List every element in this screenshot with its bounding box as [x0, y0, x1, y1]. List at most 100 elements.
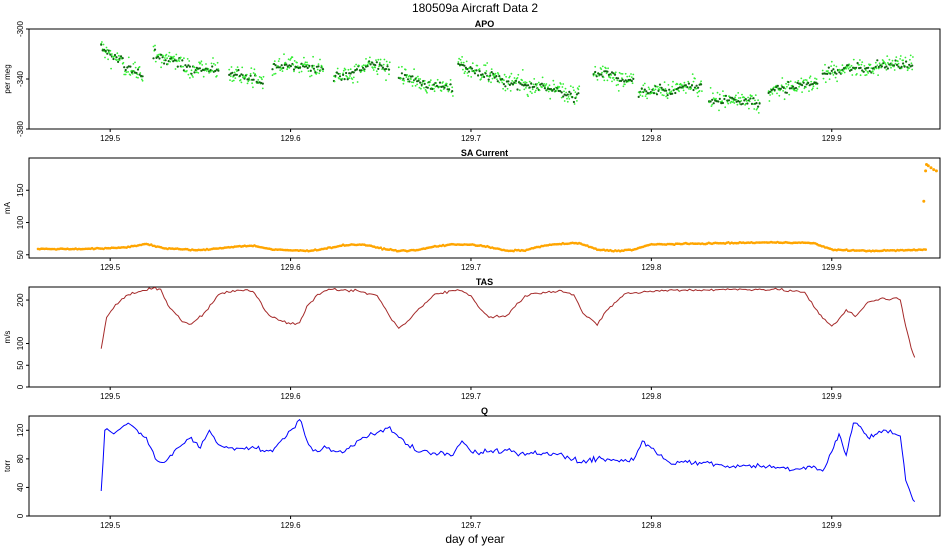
- apo-point-light: [368, 62, 370, 65]
- apo-point-light: [362, 69, 364, 72]
- apo-point-dark: [317, 65, 320, 68]
- y-axis-label: m/s: [3, 331, 12, 344]
- apo-point-light: [743, 96, 746, 99]
- apo-point-light: [388, 61, 391, 64]
- apo-point-light: [348, 77, 351, 80]
- apo-point-light: [873, 68, 876, 71]
- apo-point-dark: [791, 85, 795, 88]
- apo-point-light: [881, 63, 883, 66]
- apo-point-light: [526, 93, 529, 96]
- apo-point-dark: [569, 92, 572, 95]
- apo-point-light: [278, 58, 281, 60]
- apo-point-dark: [127, 65, 130, 68]
- apo-point-dark: [231, 71, 234, 74]
- apo-point-light: [349, 68, 352, 71]
- apo-point-light: [363, 70, 366, 73]
- apo-point-light: [878, 62, 881, 65]
- apo-point-dark: [835, 72, 838, 75]
- apo-point-light: [209, 70, 212, 73]
- apo-point-dark: [755, 102, 758, 105]
- apo-point-dark: [426, 86, 429, 89]
- apo-point-dark: [773, 88, 776, 92]
- apo-point-light: [899, 55, 902, 57]
- apo-point-light: [277, 60, 280, 62]
- apo-point-light: [318, 72, 321, 75]
- apo-point-light: [383, 58, 386, 61]
- apo-point-light: [904, 56, 907, 59]
- apo-point-light: [358, 64, 360, 67]
- apo-point-light: [821, 69, 824, 72]
- apo-point-light: [567, 96, 570, 98]
- apo-point-light: [748, 107, 750, 110]
- apo-point-light: [164, 57, 166, 59]
- x-axis-label: day of year: [445, 532, 504, 546]
- apo-point-light: [132, 63, 135, 65]
- apo-point-light: [199, 62, 202, 64]
- apo-point-light: [553, 83, 555, 86]
- apo-point-light: [628, 75, 631, 78]
- apo-point-light: [420, 87, 422, 90]
- apo-point-light: [117, 54, 120, 57]
- apo-point-light: [734, 96, 736, 99]
- apo-point-light: [861, 61, 864, 63]
- apo-point-light: [626, 75, 629, 78]
- apo-point-light: [192, 76, 194, 78]
- apo-point-light: [346, 75, 348, 78]
- apo-point-light: [490, 81, 492, 84]
- apo-point-light: [486, 62, 489, 64]
- apo-point-light: [808, 77, 811, 79]
- apo-point-light: [721, 100, 723, 103]
- apo-point-dark: [493, 76, 496, 79]
- apo-point-dark: [630, 79, 633, 83]
- apo-point-light: [369, 56, 371, 59]
- apo-point-light: [646, 97, 648, 100]
- apo-point-light: [309, 75, 311, 78]
- apo-point-light: [122, 61, 125, 64]
- apo-point-light: [847, 67, 850, 70]
- apo-point-light: [631, 82, 634, 85]
- apo-point-dark: [282, 66, 285, 69]
- apo-point-light: [376, 73, 379, 76]
- apo-point-dark: [776, 84, 779, 87]
- apo-point-light: [375, 70, 378, 73]
- apo-point-dark: [658, 83, 662, 86]
- apo-point-light: [640, 91, 642, 94]
- apo-point-light: [612, 76, 615, 79]
- apo-point-light: [352, 76, 355, 79]
- apo-point-light: [744, 102, 747, 105]
- apo-point-light: [463, 72, 466, 75]
- apo-point-light: [366, 63, 369, 66]
- apo-point-light: [827, 71, 830, 74]
- apo-point-dark: [106, 52, 109, 55]
- apo-point-light: [503, 73, 506, 76]
- apo-point-light: [754, 99, 756, 102]
- apo-point-dark: [211, 65, 214, 68]
- panel-sa-current: SA Current mA 129.5 129.6 129.7 129.8 129.9 50 1…: [3, 148, 941, 272]
- apo-point-dark: [445, 84, 448, 87]
- apo-point-light: [687, 80, 690, 83]
- apo-point-light: [513, 77, 516, 79]
- apo-point-light: [830, 60, 833, 63]
- apo-point-light: [127, 56, 130, 59]
- apo-point-light: [111, 53, 113, 55]
- apo-point-light: [139, 72, 142, 74]
- panel-title: APO: [475, 19, 495, 29]
- apo-point-light: [246, 82, 249, 85]
- apo-point-light: [833, 64, 835, 67]
- apo-point-dark: [801, 84, 804, 87]
- y-tick-label: 50: [16, 250, 25, 259]
- apo-point-light: [824, 63, 826, 66]
- apo-point-light: [109, 49, 112, 52]
- apo-point-light: [115, 59, 118, 61]
- apo-point-light: [464, 70, 467, 73]
- apo-point-light: [573, 103, 576, 105]
- apo-point-light: [280, 68, 283, 70]
- apo-point-dark: [234, 73, 237, 76]
- apo-point-dark: [507, 80, 510, 83]
- sa-point: [924, 248, 927, 251]
- apo-point-light: [798, 85, 800, 88]
- apo-point-light: [138, 66, 141, 68]
- apo-point-light: [417, 78, 420, 80]
- apo-point-light: [735, 94, 737, 97]
- apo-point-light: [694, 77, 696, 80]
